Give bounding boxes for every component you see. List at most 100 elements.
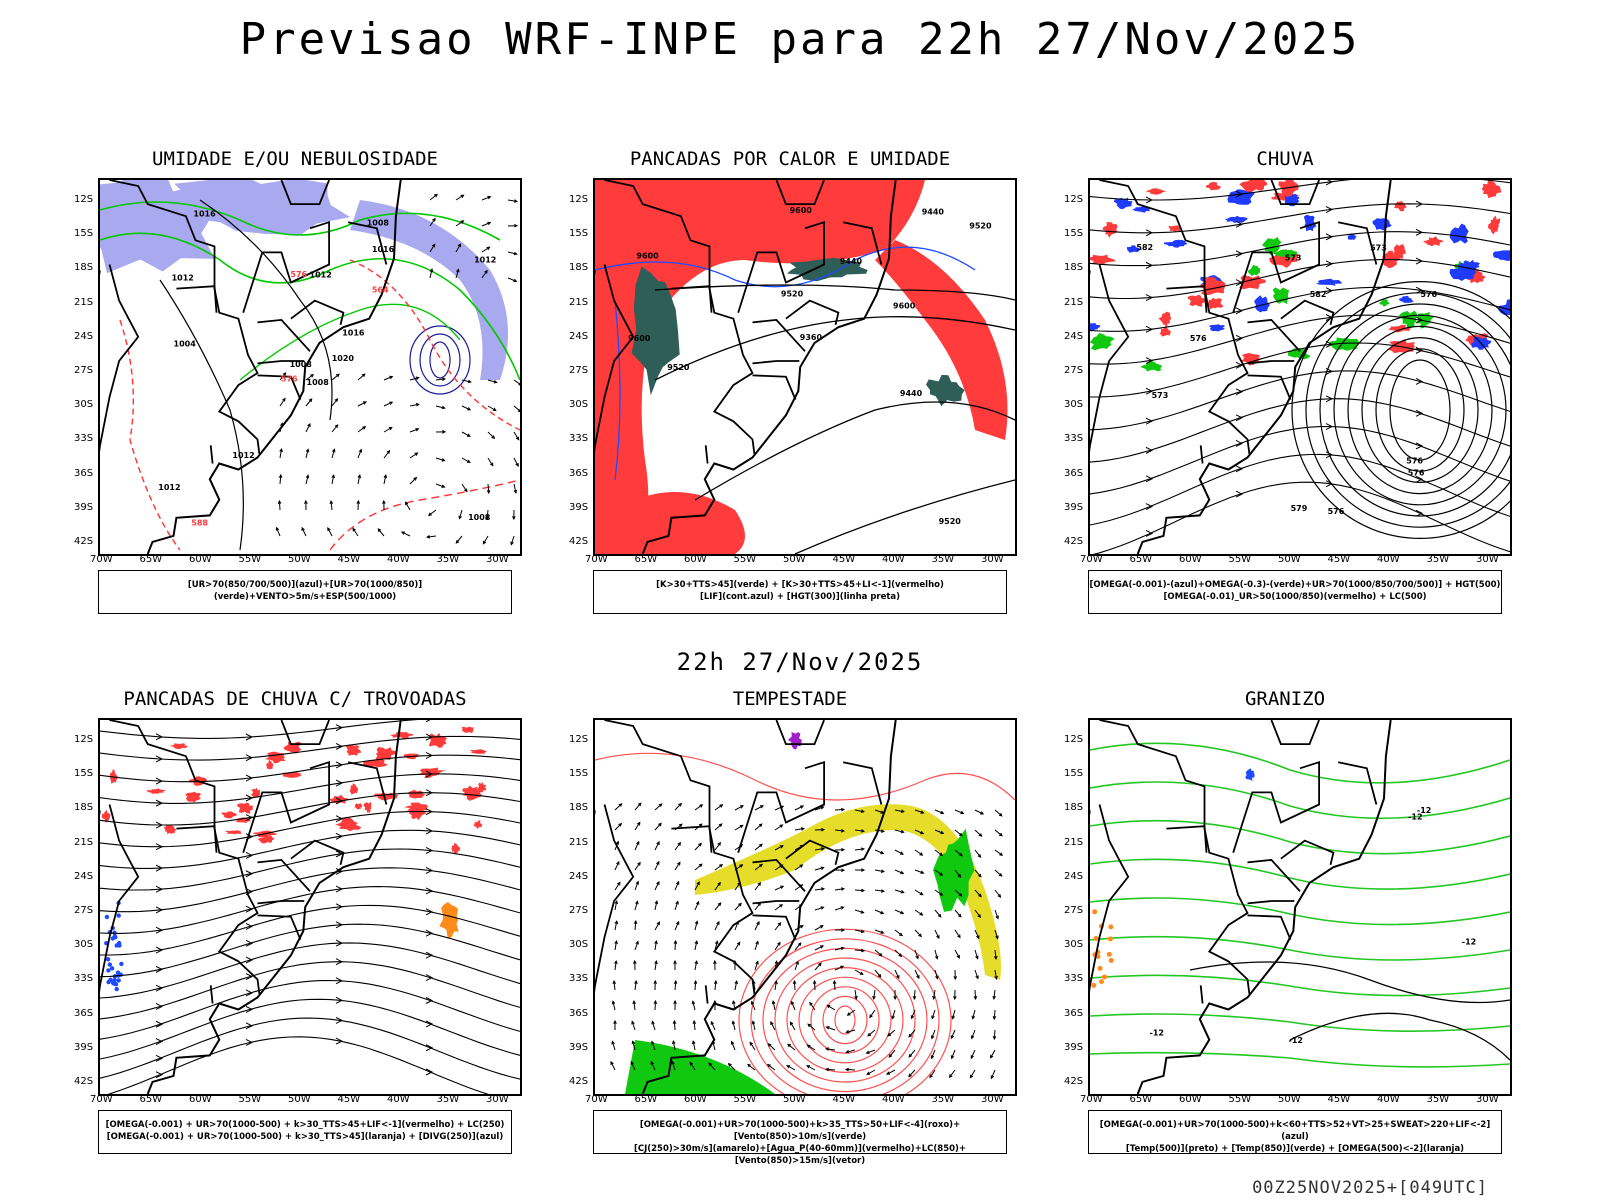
thunderstorm-cell — [250, 787, 261, 798]
thunderstorm-showers-panel: PANCADAS DE CHUVA C/ TROVOADAS 12S 15S 18S 2… — [60, 688, 530, 1168]
political-border — [752, 360, 800, 365]
latitude-tick-label: 42S — [74, 1076, 94, 1087]
rain-cell — [1399, 310, 1417, 328]
latitude-tick-label: 27S — [1064, 905, 1084, 916]
hgt300-contour — [794, 479, 1015, 554]
longitude-tick-label: 35W — [436, 554, 460, 565]
coastline — [1136, 180, 1392, 554]
longitude-tick-label: 65W — [139, 1094, 163, 1105]
latitude-tick-label: 42S — [74, 536, 94, 547]
contour-value-label: 588 — [191, 518, 208, 527]
longitude-tick-label: 30W — [1476, 1094, 1499, 1105]
thunderstorm-cell — [221, 811, 237, 819]
political-border — [752, 914, 797, 940]
moderate-instability-cell — [439, 902, 459, 940]
divergence-dot — [104, 914, 110, 920]
instability-area-red — [635, 492, 745, 554]
panel-title: PANCADAS DE CHUVA C/ TROVOADAS — [123, 688, 467, 710]
legend-line: [OMEGA(-0.001) + UR>70(1000-500) + k>30_… — [105, 1120, 505, 1130]
humidity-panel: UMIDADE E/OU NEBULOSIDADE 12S 15S 18S 21S 24S… — [60, 148, 530, 628]
panel-title: PANCADAS POR CALOR E UMIDADE — [629, 148, 951, 170]
political-border — [257, 360, 305, 365]
rain-cell — [1239, 180, 1268, 192]
latitude-tick-label: 39S — [74, 501, 94, 513]
map-area: -12 -12 -12 -12 -12 — [1088, 718, 1512, 1096]
contour-value-label: 576 — [1190, 334, 1207, 343]
rain-cell — [1379, 298, 1390, 307]
latitude-tick-label: 33S — [1064, 433, 1084, 445]
political-border — [257, 914, 302, 940]
rain-cell — [1488, 215, 1501, 235]
political-border — [1232, 220, 1320, 313]
contour-value-label: 1012 — [474, 255, 496, 264]
thunderstorm-cell — [470, 749, 488, 754]
rain-cell — [1422, 236, 1444, 247]
contour-value-label: 9440 — [922, 208, 945, 217]
contour-value-label: -12 — [1462, 937, 1476, 946]
temp850-contour — [1090, 1013, 1510, 1032]
political-border — [785, 299, 840, 326]
longitude-tick-label: 70W — [1080, 554, 1103, 565]
instability-area-red — [595, 180, 925, 554]
wind-vectors-850hpa — [610, 802, 1004, 1080]
latitude-tick-label: 18S — [74, 262, 94, 274]
thunderstorm-cell — [417, 767, 446, 779]
rain-cell — [1113, 197, 1133, 210]
rain-cell — [1303, 215, 1317, 232]
latitude-tick-label: 12S — [569, 734, 589, 745]
political-border — [280, 180, 330, 205]
latitude-tick-label: 30S — [569, 399, 589, 411]
longitude-tick-label: 50W — [1278, 554, 1301, 565]
legend-line: [LIF](cont.azul) + [HGT(300)](linha pret… — [699, 592, 901, 602]
jet-stream-area — [695, 804, 1001, 980]
latitude-tick-label: 15S — [1064, 768, 1084, 780]
temp850-contour — [1090, 897, 1510, 926]
streamlines-500hpa — [1090, 180, 1510, 554]
political-border — [242, 220, 330, 313]
thunderstorm-cell — [462, 785, 483, 801]
latitude-tick-label: 27S — [74, 905, 94, 916]
rain-cell — [1254, 295, 1270, 313]
contour-value-label: 573 — [1285, 253, 1302, 262]
political-border — [1270, 720, 1320, 745]
divergence-dot — [105, 957, 111, 962]
longitude-tick-label: 65W — [634, 554, 658, 565]
latitude-tick-label: 36S — [1064, 467, 1084, 479]
political-border — [1166, 825, 1208, 853]
contour-value-label: 1008 — [290, 360, 313, 369]
political-border — [1199, 445, 1204, 464]
longitude-tick-label: 55W — [1228, 1094, 1252, 1105]
contour-value-label: -12 — [1150, 1028, 1164, 1037]
longitude-tick-label: 50W — [288, 1094, 311, 1105]
rain-cell — [1415, 311, 1435, 329]
political-border — [280, 720, 330, 745]
contour-value-label: 1016 — [193, 210, 216, 219]
political-border — [1280, 299, 1335, 326]
contour-value-label: 576 — [1406, 456, 1423, 465]
latitude-tick-label: 36S — [74, 467, 94, 479]
contour-value-label: 1016 — [372, 245, 395, 254]
longitude-tick-label: 50W — [288, 554, 311, 565]
rain-cell — [1158, 311, 1172, 329]
legend-line: [Temp(500)](preto) + [Temp(850)](verde) … — [1125, 1144, 1465, 1154]
rain-cell — [1316, 278, 1342, 286]
latitude-tick-label: 12S — [1064, 734, 1084, 745]
contour-value-label: 9600 — [790, 206, 813, 215]
longitude-tick-label: 60W — [1179, 1094, 1202, 1105]
longitude-tick-label: 65W — [139, 554, 163, 565]
thunderstorm-cell — [265, 751, 286, 764]
political-border — [1280, 839, 1335, 866]
thunderstorm-cell — [257, 835, 275, 844]
blue-humidity-contours — [409, 325, 471, 395]
longitude-tick-label: 70W — [585, 554, 608, 565]
rain-cell — [1187, 294, 1206, 307]
strong-wind-area — [625, 1040, 775, 1094]
political-border — [604, 720, 756, 995]
rain-cell — [1159, 327, 1171, 337]
latitude-tick-label: 27S — [569, 365, 589, 376]
humid-850-700-500-area — [145, 180, 351, 235]
political-border — [176, 825, 218, 853]
thunderstorm-cell — [236, 802, 254, 814]
streamlines-250hpa — [100, 720, 520, 1094]
political-border — [671, 825, 713, 853]
